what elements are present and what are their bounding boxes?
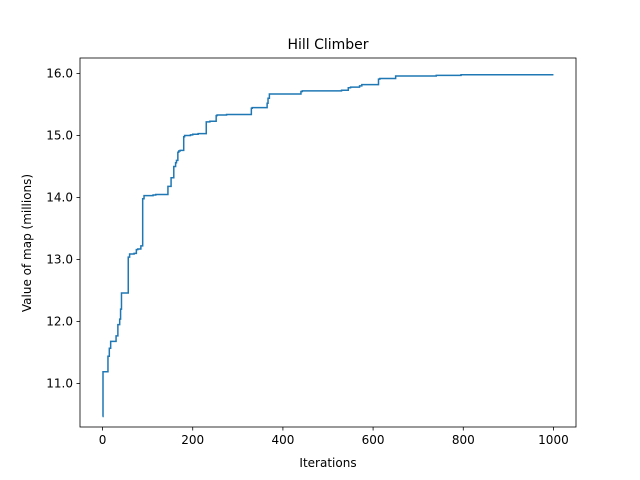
y-tick-label: 16.0 [46,67,73,81]
axes: 0 200 400 600 800 1000 11.0 12.0 13.0 14.0 15.0 16.… [46,57,577,447]
plot-area [102,73,554,418]
y-tick-label: 12.0 [46,315,73,329]
x-tick-label: 600 [362,433,385,447]
x-tick-label: 200 [181,433,204,447]
y-tick-label: 13.0 [46,253,73,267]
y-tick-label: 11.0 [46,377,73,391]
x-tick-label: 1000 [538,433,569,447]
y-tick-label: 14.0 [46,191,73,205]
x-tick-label: 400 [271,433,294,447]
y-tick-label: 15.0 [46,129,73,143]
x-axis-title: Iterations [299,456,356,470]
series-line-0 [102,73,554,418]
x-tick-label: 0 [99,433,107,447]
x-tick-label: 800 [452,433,475,447]
y-axis-title: Value of map (millions) [20,174,34,312]
chart-title: Hill Climber [287,37,368,53]
axes-frame [79,57,577,428]
